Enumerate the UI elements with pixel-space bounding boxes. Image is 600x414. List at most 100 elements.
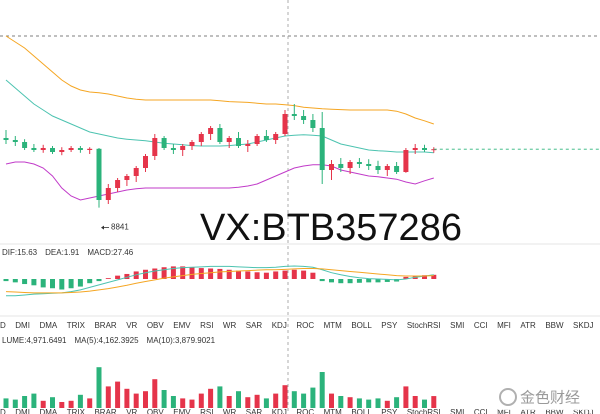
indicator-tab[interactable]: DMI xyxy=(15,321,30,330)
candle-body xyxy=(366,164,372,166)
brand: 金色财经 xyxy=(520,389,580,407)
macd-bar xyxy=(189,267,195,279)
indicator-tab[interactable]: ATR xyxy=(520,321,536,330)
macd-bar xyxy=(403,276,409,279)
volume-bar xyxy=(301,393,307,408)
candle-body xyxy=(50,148,55,152)
volume-bar xyxy=(198,393,204,408)
macd-bar xyxy=(263,272,269,279)
indicator-tab[interactable]: SAR xyxy=(246,408,263,414)
volume-bar xyxy=(59,402,65,408)
volume-bar xyxy=(245,397,251,408)
candle-body xyxy=(77,148,83,150)
macd-panel: DIF:15.63 DEA:1.91 MACD:27.46 xyxy=(2,248,437,297)
indicator-tab[interactable]: ATR xyxy=(520,408,536,414)
candle-body xyxy=(115,180,121,188)
indicator-tab[interactable]: SKDJ xyxy=(573,321,593,330)
indicator-tab[interactable]: DMI xyxy=(15,408,30,414)
indicator-tab[interactable]: ROC xyxy=(296,321,314,330)
candle-body xyxy=(143,156,148,168)
legend-entry: LUME:4,971.6491 xyxy=(2,336,67,345)
indicator-tab[interactable]: BBW xyxy=(545,321,564,330)
macd-bar xyxy=(124,273,130,279)
macd-bar xyxy=(59,279,65,290)
indicator-tab[interactable]: BRAR xyxy=(94,408,116,414)
indicator-tab[interactable]: D xyxy=(0,408,6,414)
candle-body xyxy=(105,188,111,200)
indicator-tab[interactable]: CCI xyxy=(474,408,488,414)
candle-body xyxy=(356,162,362,164)
macd-bar xyxy=(208,268,214,279)
candle-body xyxy=(384,166,390,170)
macd-bar xyxy=(422,275,427,279)
indicator-tab[interactable]: RSI xyxy=(200,408,213,414)
candle-body xyxy=(319,128,325,170)
volume-bar xyxy=(31,393,37,408)
macd-bar xyxy=(282,270,288,279)
candle-body xyxy=(31,148,37,150)
indicator-line xyxy=(5,161,434,201)
macd-bar xyxy=(236,270,241,279)
indicator-tab[interactable]: SMI xyxy=(450,408,464,414)
indicator-tab[interactable]: PSY xyxy=(381,408,398,414)
indicator-tab[interactable]: TRIX xyxy=(67,408,86,414)
indicator-tab[interactable]: MTM xyxy=(324,321,343,330)
indicator-tab[interactable]: VR xyxy=(126,408,137,414)
volume-bar xyxy=(217,386,223,408)
candle-body xyxy=(3,138,9,140)
indicator-tab[interactable]: VR xyxy=(126,321,137,330)
indicator-tab[interactable]: MFI xyxy=(497,321,511,330)
volume-bar xyxy=(329,393,334,408)
macd-bar xyxy=(329,279,334,283)
indicator-tab[interactable]: BBW xyxy=(545,408,564,414)
volume-bar xyxy=(40,400,46,408)
indicator-tab[interactable]: D xyxy=(0,321,6,330)
indicator-tab[interactable]: StochRSI xyxy=(407,321,441,330)
volume-bar xyxy=(22,396,28,408)
indicator-tab[interactable]: TRIX xyxy=(67,321,86,330)
candle-body xyxy=(375,166,381,170)
indicator-tab[interactable]: OBV xyxy=(147,321,165,330)
indicator-tab[interactable]: SMI xyxy=(450,321,464,330)
macd-bar xyxy=(356,279,362,283)
indicator-tab[interactable]: WR xyxy=(223,408,237,414)
indicator-tab[interactable]: EMV xyxy=(173,321,191,330)
indicator-tab[interactable]: CCI xyxy=(474,321,488,330)
indicator-tab[interactable]: BOLL xyxy=(351,321,372,330)
volume-bar xyxy=(115,381,121,408)
indicator-tab[interactable]: ROC xyxy=(296,408,314,414)
candle-body xyxy=(87,148,93,150)
candle-body xyxy=(180,146,186,150)
indicator-tab[interactable]: StochRSI xyxy=(407,408,441,414)
volume-bar xyxy=(77,394,83,408)
indicator-tabs[interactable]: D DMI DMA TRIX BRAR VR OBV EMV RSI WR SAR KDJ ROC MTM… xyxy=(0,321,600,330)
indicator-tab[interactable]: PSY xyxy=(381,321,398,330)
indicator-line xyxy=(5,79,434,154)
indicator-tab[interactable]: EMV xyxy=(173,408,191,414)
candle-body xyxy=(198,134,204,142)
volume-bar xyxy=(403,386,409,408)
indicator-line xyxy=(6,265,434,297)
indicator-tab[interactable]: WR xyxy=(223,321,237,330)
volume-bar xyxy=(87,398,93,408)
indicator-tab[interactable]: KDJ xyxy=(272,321,287,330)
indicator-tab[interactable]: OBV xyxy=(147,408,165,414)
indicator-tabs[interactable]: D DMI DMA TRIX BRAR VR OBV EMV RSI WR SAR KDJ ROC MTM… xyxy=(0,408,600,414)
volume-bar xyxy=(412,396,418,408)
macd-bar xyxy=(115,275,121,279)
volume-bar xyxy=(208,388,214,408)
indicator-tab[interactable]: BOLL xyxy=(351,408,372,414)
macd-bar xyxy=(143,269,148,279)
indicator-tab[interactable]: SAR xyxy=(246,321,263,330)
candle-body xyxy=(301,116,307,120)
macd-bar xyxy=(105,278,111,279)
indicator-tab[interactable]: RSI xyxy=(200,321,213,330)
brand-logo xyxy=(499,388,517,406)
indicator-tab[interactable]: KDJ xyxy=(272,408,287,414)
indicator-tab[interactable]: MTM xyxy=(324,408,343,414)
indicator-tab[interactable]: DMA xyxy=(39,321,57,330)
indicator-tab[interactable]: BRAR xyxy=(94,321,116,330)
indicator-tab[interactable]: DMA xyxy=(39,408,57,414)
indicator-tab[interactable]: SKDJ xyxy=(573,408,593,414)
indicator-tab[interactable]: MFI xyxy=(497,408,511,414)
